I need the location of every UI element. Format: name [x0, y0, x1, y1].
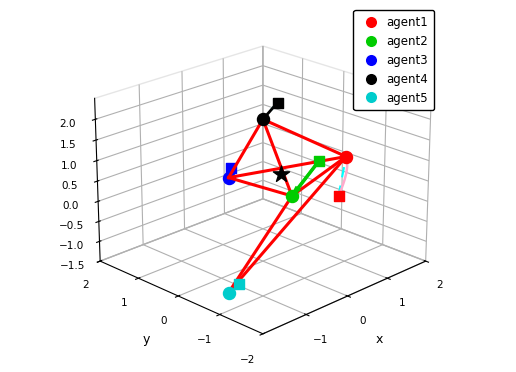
Legend: agent1, agent2, agent3, agent4, agent5: agent1, agent2, agent3, agent4, agent5	[353, 10, 434, 110]
X-axis label: x: x	[376, 333, 383, 346]
Y-axis label: y: y	[142, 333, 150, 346]
